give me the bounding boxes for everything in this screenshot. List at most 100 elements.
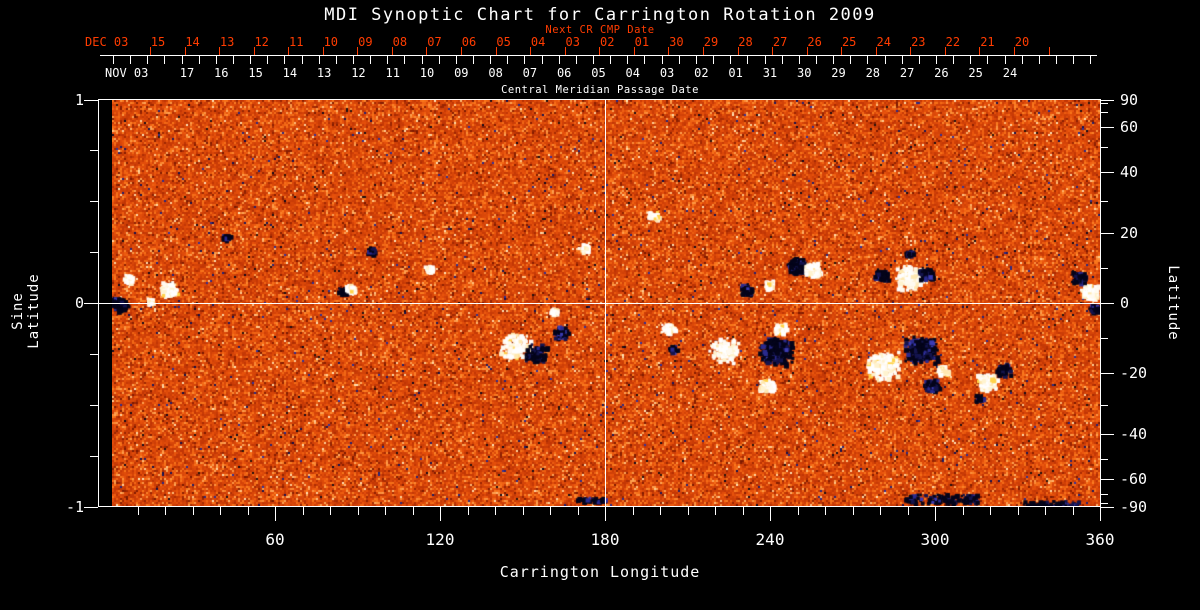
tick-label-cmp-day: 04 <box>626 66 640 80</box>
carrington-longitude-axis-title: Carrington Longitude <box>500 563 701 581</box>
tick-label-cmp-day: 11 <box>386 66 400 80</box>
tick-mark-next-cr <box>807 47 808 55</box>
tick-mark-cmp <box>387 56 388 64</box>
tick-label-latitude: -60 <box>1120 470 1147 488</box>
tick-label-cmp-day: 06 <box>557 66 571 80</box>
tick-mark-cmp <box>250 56 251 64</box>
tick-mark-latitude <box>1100 507 1114 508</box>
tick-mark-cmp <box>422 56 423 64</box>
tick-label-next-cr-day: 21 <box>980 35 994 49</box>
tick-mark-cmp <box>1056 56 1057 64</box>
tick-mark-latitude <box>1100 100 1114 101</box>
tick-mark-cmp <box>199 56 200 64</box>
tick-label-cmp-day: 26 <box>934 66 948 80</box>
tick-label-cmp-day: 24 <box>1003 66 1017 80</box>
tick-label-next-cr-day: 30 <box>669 35 683 49</box>
latitude-axis-title: Latitude <box>1165 248 1181 358</box>
tick-mark-cmp <box>970 56 971 64</box>
tick-mark-latitude <box>1100 201 1108 202</box>
tick-mark-longitude <box>935 507 936 521</box>
tick-label-cmp-day: 13 <box>317 66 331 80</box>
tick-mark-next-cr <box>219 47 220 55</box>
tick-mark-longitude <box>660 507 661 515</box>
tick-mark-longitude <box>248 507 249 515</box>
tick-label-cmp-day: 17 <box>180 66 194 80</box>
tick-mark-latitude <box>1100 147 1108 148</box>
tick-mark-cmp <box>1090 56 1091 64</box>
tick-mark-cmp <box>816 56 817 64</box>
tick-mark-latitude <box>1100 503 1108 504</box>
tick-mark-next-cr <box>599 47 600 55</box>
tick-mark-longitude <box>633 507 634 515</box>
tick-label-longitude: 300 <box>921 530 950 549</box>
tick-label-latitude: 0 <box>1120 294 1129 312</box>
tick-mark-latitude <box>1100 303 1114 304</box>
tick-mark-longitude <box>1045 507 1046 515</box>
tick-mark-next-cr <box>738 47 739 55</box>
tick-label-cmp-day: 08 <box>488 66 502 80</box>
tick-mark-sine-latitude <box>84 100 98 101</box>
tick-mark-sine-latitude <box>90 405 98 406</box>
tick-mark-cmp <box>1039 56 1040 64</box>
tick-mark-cmp <box>302 56 303 64</box>
tick-mark-latitude <box>1100 103 1108 104</box>
tick-mark-next-cr <box>254 47 255 55</box>
tick-mark-sine-latitude <box>90 252 98 253</box>
tick-mark-cmp <box>627 56 628 64</box>
tick-label-next-cr-day: 28 <box>738 35 752 49</box>
tick-mark-cmp <box>130 56 131 64</box>
tick-mark-cmp <box>696 56 697 64</box>
equator-grid-line <box>98 303 1101 305</box>
tick-mark-latitude <box>1100 233 1114 234</box>
tick-label-next-cr-day: 29 <box>704 35 718 49</box>
tick-mark-next-cr <box>565 47 566 55</box>
tick-label-next-cr-day: 03 <box>565 35 579 49</box>
tick-mark-longitude <box>990 507 991 515</box>
tick-label-cmp-day: 01 <box>728 66 742 80</box>
central-meridian-passage-label: Central Meridian Passage Date <box>501 84 699 96</box>
tick-mark-cmp <box>885 56 886 64</box>
tick-mark-cmp <box>404 56 405 64</box>
tick-mark-cmp <box>902 56 903 64</box>
tick-mark-cmp <box>336 56 337 64</box>
tick-mark-longitude <box>605 507 606 521</box>
tick-label-next-cr-day: 06 <box>462 35 476 49</box>
tick-mark-latitude <box>1100 373 1114 374</box>
tick-mark-next-cr <box>357 47 358 55</box>
tick-label-next-cr-day: 23 <box>911 35 925 49</box>
tick-label-longitude: 360 <box>1086 530 1115 549</box>
tick-label-next-cr-day: 20 <box>1015 35 1029 49</box>
tick-label-next-cr-day: 07 <box>427 35 441 49</box>
tick-mark-latitude <box>1100 338 1108 339</box>
tick-label-cmp-day: 16 <box>214 66 228 80</box>
tick-mark-longitude <box>385 507 386 515</box>
tick-mark-next-cr <box>1014 47 1015 55</box>
tick-mark-longitude <box>193 507 194 515</box>
tick-label-cmp-day: 29 <box>831 66 845 80</box>
tick-label-next-cr-day: 15 <box>151 35 165 49</box>
tick-mark-sine-latitude <box>90 354 98 355</box>
tick-mark-next-cr <box>185 47 186 55</box>
tick-label-latitude: -20 <box>1120 364 1147 382</box>
tick-mark-cmp <box>1005 56 1006 64</box>
tick-mark-cmp <box>542 56 543 64</box>
tick-mark-longitude <box>825 507 826 515</box>
tick-mark-latitude <box>1100 459 1108 460</box>
meridian-180-grid-line <box>605 99 607 507</box>
tick-label-next-cr-day: 22 <box>946 35 960 49</box>
tick-label-cmp-day: 09 <box>454 66 468 80</box>
tick-mark-latitude <box>1100 268 1108 269</box>
tick-label-cmp-day: 05 <box>591 66 605 80</box>
tick-label-longitude: 60 <box>265 530 284 549</box>
tick-mark-cmp <box>113 56 114 64</box>
tick-label-latitude: 20 <box>1120 224 1138 242</box>
tick-mark-next-cr <box>392 47 393 55</box>
tick-mark-sine-latitude <box>90 201 98 202</box>
tick-mark-longitude <box>715 507 716 515</box>
tick-mark-cmp <box>147 56 148 64</box>
tick-label-next-cr-day: 13 <box>220 35 234 49</box>
tick-mark-longitude <box>578 507 579 515</box>
tick-mark-longitude <box>1073 507 1074 515</box>
tick-mark-next-cr <box>323 47 324 55</box>
next-cr-month-label: DEC 03 <box>85 35 128 49</box>
